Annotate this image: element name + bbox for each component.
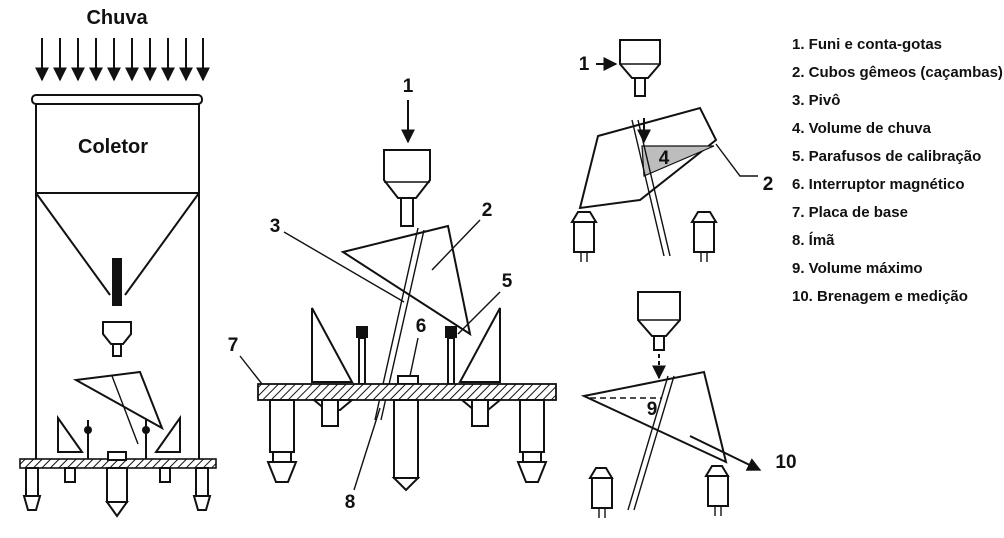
collector-label: Coletor: [78, 136, 148, 158]
base-plate: [257, 383, 557, 401]
legend-item: 4. Volume de chuva: [792, 120, 932, 137]
callout-r9: 9: [647, 399, 658, 420]
legend-item: 10. Brenagem e medição: [792, 288, 968, 305]
legend-item: 6. Interruptor magnético: [792, 176, 965, 193]
funnel-dropper-top: [619, 39, 661, 79]
bucket-tipping-view: 9 10: [580, 291, 797, 518]
legend-item: 9. Volume máximo: [792, 260, 923, 277]
legend-item: 5. Parafusos de calibração: [792, 148, 981, 165]
legend: 1. Funi e conta-gotas 2. Cubos gêmeos (c…: [792, 36, 1003, 305]
funnel-dropper: [383, 149, 431, 199]
callout-r2: 2: [763, 174, 774, 195]
callout-6: 6: [416, 316, 427, 337]
callout-2: 2: [482, 200, 493, 221]
collector-rim: [31, 94, 203, 105]
mechanism-detail: 1 2 3 5 6 7: [228, 76, 557, 513]
callout-7: 7: [228, 335, 239, 356]
legend-item: 8. Ímã: [792, 232, 835, 249]
callout-1: 1: [403, 76, 414, 97]
callout-5: 5: [502, 271, 513, 292]
legend-item: 7. Placa de base: [792, 204, 908, 221]
callout-r10: 10: [775, 452, 796, 473]
tipping-bucket-small: [72, 370, 164, 431]
legend-item: 2. Cubos gêmeos (caçambas): [792, 64, 1003, 81]
funnel-spout: [112, 258, 122, 306]
bucket-tipping: [580, 370, 728, 464]
callout-3: 3: [270, 216, 281, 237]
gauge-overview: Chuva Coletor: [19, 7, 217, 518]
rain-arrows: [35, 38, 210, 82]
funnel-dropper-bottom: [637, 291, 681, 337]
callout-r4: 4: [659, 148, 670, 169]
callout-8: 8: [345, 492, 356, 513]
dropper: [102, 321, 132, 345]
rain-label: Chuva: [86, 7, 148, 29]
legend-item: 3. Pivô: [792, 92, 840, 109]
bucket-filling-view: 1 4 2: [570, 39, 774, 262]
callout-r1: 1: [579, 54, 590, 75]
legend-item: 1. Funi e conta-gotas: [792, 36, 942, 53]
rain-volume-fill: [641, 145, 715, 177]
magnetic-switch: [397, 375, 419, 385]
